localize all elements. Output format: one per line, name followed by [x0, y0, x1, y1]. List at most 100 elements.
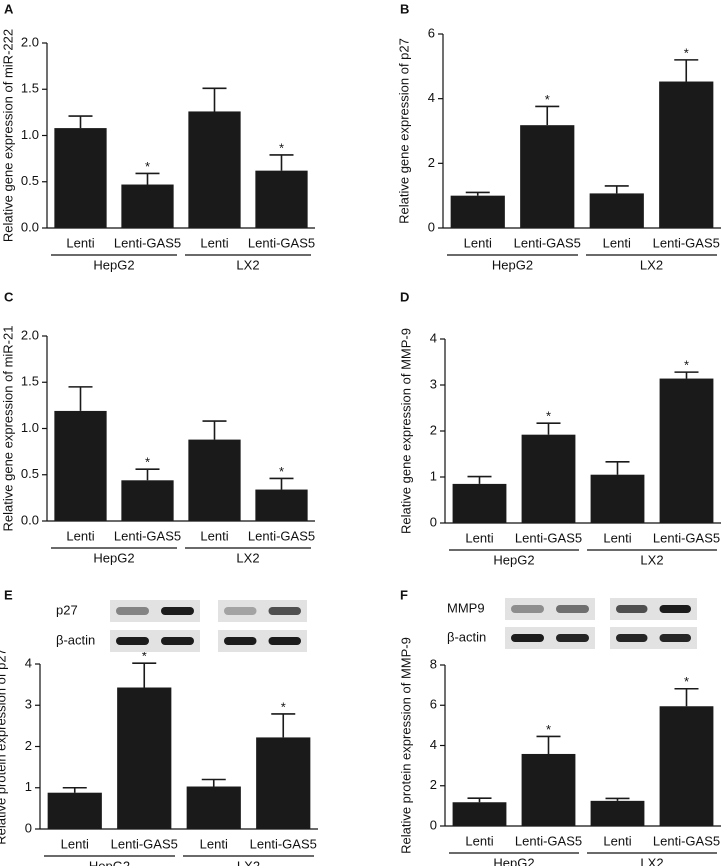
y-tick-label: 1 — [25, 779, 32, 794]
blot-box — [110, 630, 200, 652]
blot-band — [659, 634, 691, 642]
y-tick-label: 1.0 — [21, 127, 39, 142]
y-tick-label: 2 — [430, 422, 437, 437]
blot-band — [616, 605, 648, 613]
x-tick-label: Lenti-GAS5 — [111, 836, 178, 851]
x-tick-label: Lenti-GAS5 — [248, 528, 315, 543]
error-bar — [201, 778, 226, 787]
blot-band — [161, 637, 194, 645]
panel-label: A — [4, 1, 14, 16]
y-tick-label: 2.0 — [21, 34, 39, 49]
y-tick-label: 2 — [428, 155, 435, 170]
panel-label: B — [400, 1, 409, 16]
error-bar — [271, 713, 296, 738]
y-tick-label: 0 — [428, 219, 435, 234]
error-bar — [467, 797, 492, 803]
group-label: LX2 — [236, 257, 259, 272]
bar — [521, 753, 576, 826]
error-bar — [465, 191, 490, 196]
panel-label: C — [4, 289, 14, 304]
x-tick-label: Lenti — [61, 836, 89, 851]
significance-marker: * — [145, 455, 150, 470]
error-bar — [135, 468, 160, 481]
group-label: LX2 — [640, 257, 663, 272]
y-tick-label: 0 — [25, 820, 32, 835]
x-tick-label: Lenti — [464, 235, 492, 250]
error-bar — [132, 662, 157, 688]
blot-label: β-actin — [56, 632, 95, 647]
bar — [450, 195, 505, 228]
error-bar — [674, 371, 699, 379]
blot-band — [268, 637, 301, 645]
error-bar — [68, 115, 93, 129]
x-tick-label: Lenti-GAS5 — [514, 235, 581, 250]
blot-box — [505, 598, 595, 620]
x-tick-label: Lenti — [66, 235, 94, 250]
significance-marker: * — [279, 140, 284, 155]
x-tick-label: Lenti-GAS5 — [248, 235, 315, 250]
bar — [54, 128, 107, 228]
y-tick-label: 2 — [430, 777, 437, 792]
bar — [54, 410, 107, 521]
x-tick-label: Lenti — [603, 833, 631, 848]
y-tick-label: 4 — [430, 330, 437, 345]
bar — [117, 687, 172, 829]
blot-box — [110, 600, 200, 622]
x-tick-label: Lenti — [465, 530, 493, 545]
error-bar — [68, 386, 93, 411]
bar — [452, 802, 507, 826]
x-tick-label: Lenti-GAS5 — [250, 836, 317, 851]
bar — [589, 193, 644, 228]
blot-label: MMP9 — [447, 600, 485, 615]
significance-marker: * — [279, 464, 284, 479]
y-tick-label: 1.5 — [21, 81, 39, 96]
error-bar — [467, 475, 492, 484]
error-bar — [536, 735, 561, 754]
group-label: HepG2 — [493, 552, 534, 567]
error-bar — [135, 172, 160, 185]
y-axis-label: Relative protein expression of p27 — [0, 648, 8, 845]
error-bar — [604, 185, 629, 194]
blot-band — [556, 605, 589, 613]
bar — [255, 170, 308, 228]
error-bar — [269, 477, 294, 490]
bar — [121, 480, 174, 521]
bar — [520, 125, 575, 228]
error-bar — [62, 786, 87, 793]
blot-box — [218, 600, 307, 622]
blot-box — [610, 598, 697, 620]
y-tick-label: 4 — [428, 90, 435, 105]
significance-marker: * — [684, 45, 689, 60]
y-axis-label: Relative protein expression of MMP-9 — [398, 637, 413, 854]
y-tick-label: 2 — [25, 738, 32, 753]
x-tick-label: Lenti-GAS5 — [653, 235, 720, 250]
bar — [590, 800, 645, 826]
error-bar — [674, 59, 699, 82]
blot-band — [161, 607, 194, 615]
bar — [590, 474, 645, 523]
x-tick-label: Lenti — [200, 235, 228, 250]
blot-band — [616, 634, 648, 642]
panel-label: E — [4, 587, 13, 602]
y-tick-label: 4 — [430, 737, 437, 752]
blot-box — [610, 627, 697, 649]
blot-band — [511, 605, 544, 613]
error-bar — [674, 687, 699, 707]
y-tick-label: 4 — [25, 655, 32, 670]
y-tick-label: 1 — [430, 468, 437, 483]
group-label: HepG2 — [89, 858, 130, 866]
bar — [521, 434, 576, 523]
y-tick-label: 0 — [430, 817, 437, 832]
significance-marker: * — [142, 649, 147, 664]
x-tick-label: Lenti-GAS5 — [114, 528, 181, 543]
error-bar — [202, 420, 227, 440]
bar — [47, 792, 102, 829]
x-tick-label: Lenti-GAS5 — [653, 530, 720, 545]
y-tick-label: 0.5 — [21, 173, 39, 188]
significance-marker: * — [545, 92, 550, 107]
y-axis-label: Relative gene expression of miR-222 — [0, 29, 15, 242]
y-tick-label: 0.0 — [21, 219, 39, 234]
y-tick-label: 6 — [428, 25, 435, 40]
y-tick-label: 0 — [430, 514, 437, 529]
significance-marker: * — [281, 699, 286, 714]
